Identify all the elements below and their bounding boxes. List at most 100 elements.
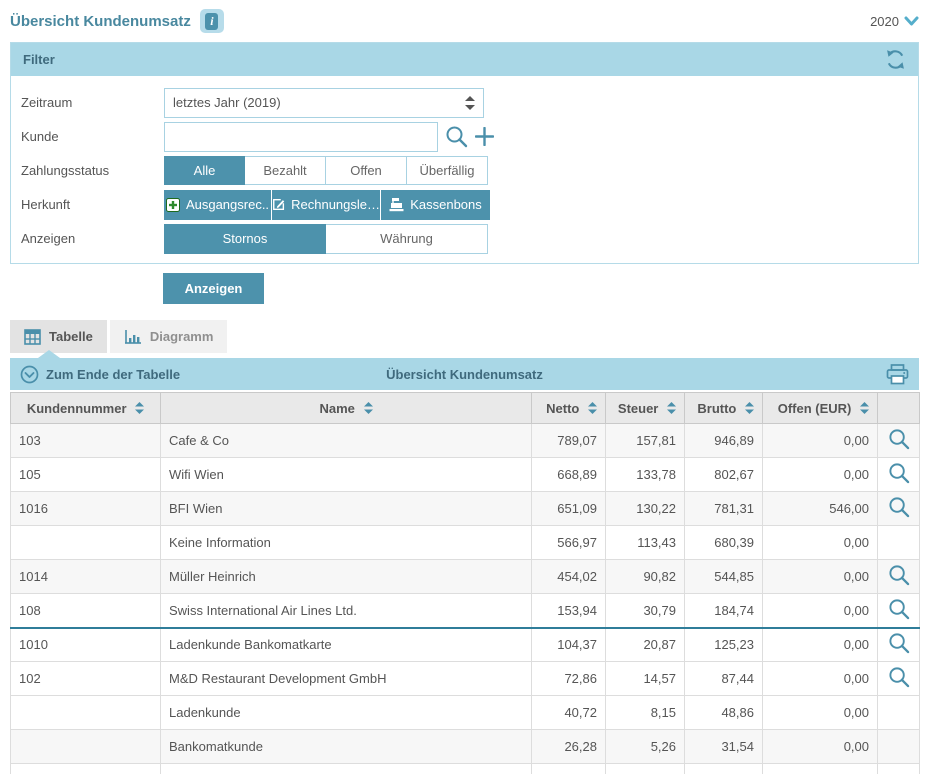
column-header-steuer[interactable]: Steuer xyxy=(605,392,685,424)
brutto-cell: 781,31 xyxy=(684,491,763,526)
column-header-offen[interactable]: Offen (EUR) xyxy=(762,392,878,424)
herkunft-label: Herkunft xyxy=(21,197,71,212)
tab-diagramm[interactable]: Diagramm xyxy=(109,320,228,353)
table-row: Keine Information 566,97 113,43 680,39 0,00 xyxy=(10,525,920,560)
zahlungsstatus-option-bezahlt[interactable]: Bezahlt xyxy=(245,156,326,185)
brutto-cell: 48,86 xyxy=(684,695,763,730)
name-cell: Wifi Wien xyxy=(160,457,532,492)
steuer-cell: 8,15 xyxy=(605,695,685,730)
jump-to-table-end-link[interactable]: Zum Ende der Tabelle xyxy=(20,365,180,384)
sort-icon xyxy=(363,401,373,414)
sort-icon xyxy=(667,401,676,414)
filter-row-kunde: Kunde xyxy=(11,121,918,152)
anzeigen-submit-button[interactable]: Anzeigen xyxy=(163,273,264,304)
netto-cell: 454,02 xyxy=(531,559,606,594)
year-value: 2020 xyxy=(870,13,899,29)
year-picker[interactable]: 2020 xyxy=(870,14,919,29)
row-detail-magnifier-icon[interactable] xyxy=(888,632,910,654)
netto-cell: 26,28 xyxy=(531,729,606,764)
table-row: 105 Wifi Wien 668,89 133,78 802,67 0,00 xyxy=(10,457,920,492)
steuer-cell: 133,78 xyxy=(605,457,685,492)
offen-cell: 0,00 xyxy=(762,457,878,492)
table-row: 1016 BFI Wien 651,09 130,22 781,31 546,00 xyxy=(10,491,920,526)
column-header-brutto[interactable]: Brutto xyxy=(684,392,763,424)
brutto-cell: 802,67 xyxy=(684,457,763,492)
tab-tabelle[interactable]: Tabelle xyxy=(10,320,107,353)
herkunft-ausgangsrechnungen-button[interactable]: Ausgangsrec.. xyxy=(164,189,271,220)
actions-cell xyxy=(877,661,920,696)
brutto-cell: 544,85 xyxy=(684,559,763,594)
anzeigen-option-stornos[interactable]: Stornos xyxy=(164,223,326,254)
search-icon[interactable] xyxy=(445,125,468,148)
name-cell: Swiss International Air Lines Ltd. xyxy=(160,593,532,629)
table-icon xyxy=(24,328,41,345)
actions-cell xyxy=(877,627,920,662)
name-cell: Keine Information xyxy=(160,525,532,560)
netto-cell: 104,37 xyxy=(531,627,606,662)
offen-cell: 546,00 xyxy=(762,491,878,526)
actions-cell xyxy=(877,525,920,560)
zahlungsstatus-option-alle[interactable]: Alle xyxy=(164,156,245,185)
sort-icon xyxy=(745,401,754,414)
zeitraum-select[interactable]: letztes Jahr (2019) xyxy=(164,87,484,118)
brutto-cell: 31,54 xyxy=(684,729,763,764)
name-cell: BFI Wien xyxy=(160,491,532,526)
steuer-cell: 30,79 xyxy=(605,593,685,629)
kundennummer-cell xyxy=(10,729,161,764)
name-cell: Bankomatkunde xyxy=(160,729,532,764)
plus-square-icon xyxy=(165,197,180,212)
jump-to-table-end-label: Zum Ende der Tabelle xyxy=(46,366,181,382)
column-header-netto[interactable]: Netto xyxy=(531,392,606,424)
name-cell: Ladenkunde xyxy=(160,695,532,730)
zahlungsstatus-option-offen[interactable]: Offen xyxy=(326,156,407,185)
anzeigen-option-waehrung[interactable]: Währung xyxy=(326,223,488,254)
row-detail-magnifier-icon[interactable] xyxy=(888,666,910,688)
column-header-kundennummer[interactable]: Kundennummer xyxy=(10,392,161,424)
filter-row-zeitraum: Zeitraum letztes Jahr (2019) xyxy=(11,87,918,118)
column-header-name[interactable]: Name xyxy=(160,392,532,424)
column-header-actions xyxy=(877,392,920,424)
brutto-cell: 680,39 xyxy=(684,525,763,560)
row-detail-magnifier-icon[interactable] xyxy=(888,564,910,586)
steuer-cell: 130,22 xyxy=(605,491,685,526)
steuer-cell: 113,43 xyxy=(605,525,685,560)
filter-row-herkunft: Herkunft Ausgangsrec.. Rechnungsle… xyxy=(11,189,918,220)
brutto-cell: 87,44 xyxy=(684,661,763,696)
add-customer-icon[interactable] xyxy=(475,127,494,146)
table-row: 102 M&D Restaurant Development GmbH 72,86 1… xyxy=(10,661,920,696)
offen-cell: 0,00 xyxy=(762,423,878,458)
bar-chart-icon xyxy=(124,329,141,344)
kundennummer-cell: 108 xyxy=(10,593,161,629)
page-title: Übersicht Kundenumsatz xyxy=(10,12,191,30)
kunde-input[interactable] xyxy=(164,121,438,152)
offen-cell: 0,00 xyxy=(762,525,878,560)
info-icon[interactable]: i xyxy=(199,9,224,33)
view-tabs: Tabelle Diagramm xyxy=(10,320,919,353)
row-detail-magnifier-icon[interactable] xyxy=(888,598,910,620)
zeitraum-label: Zeitraum xyxy=(21,95,73,110)
row-detail-magnifier-icon[interactable] xyxy=(888,462,910,484)
print-icon[interactable] xyxy=(886,363,909,385)
zahlungsstatus-option-ueberfaellig[interactable]: Überfällig xyxy=(407,156,488,185)
refresh-icon[interactable] xyxy=(885,49,906,70)
filter-body: Zeitraum letztes Jahr (2019) Kunde xyxy=(11,76,918,263)
actions-cell xyxy=(877,729,920,764)
herkunft-rechnungslegung-button[interactable]: Rechnungsle… xyxy=(272,189,380,220)
name-cell: Müller Heinrich xyxy=(160,559,532,594)
actions-cell xyxy=(877,559,920,594)
actions-cell xyxy=(877,491,920,526)
tab-tabelle-label: Tabelle xyxy=(49,329,93,344)
herkunft-group: Ausgangsrec.. Rechnungsle… xyxy=(164,189,490,220)
sort-icon xyxy=(135,401,145,414)
sort-icon xyxy=(860,401,869,414)
brutto-cell: 946,89 xyxy=(684,423,763,458)
filter-title: Filter xyxy=(23,52,55,67)
kundennummer-cell: 1014 xyxy=(10,559,161,594)
kunde-label: Kunde xyxy=(21,129,59,144)
edit-icon xyxy=(273,198,285,211)
herkunft-kassenbons-button[interactable]: Kassenbons xyxy=(381,189,490,220)
row-detail-magnifier-icon[interactable] xyxy=(888,496,910,518)
filter-row-zahlungsstatus: Zahlungsstatus Alle Bezahlt Offen Überfä… xyxy=(11,155,918,186)
filter-row-anzeigen: Anzeigen Stornos Währung xyxy=(11,223,918,254)
row-detail-magnifier-icon[interactable] xyxy=(888,428,910,450)
